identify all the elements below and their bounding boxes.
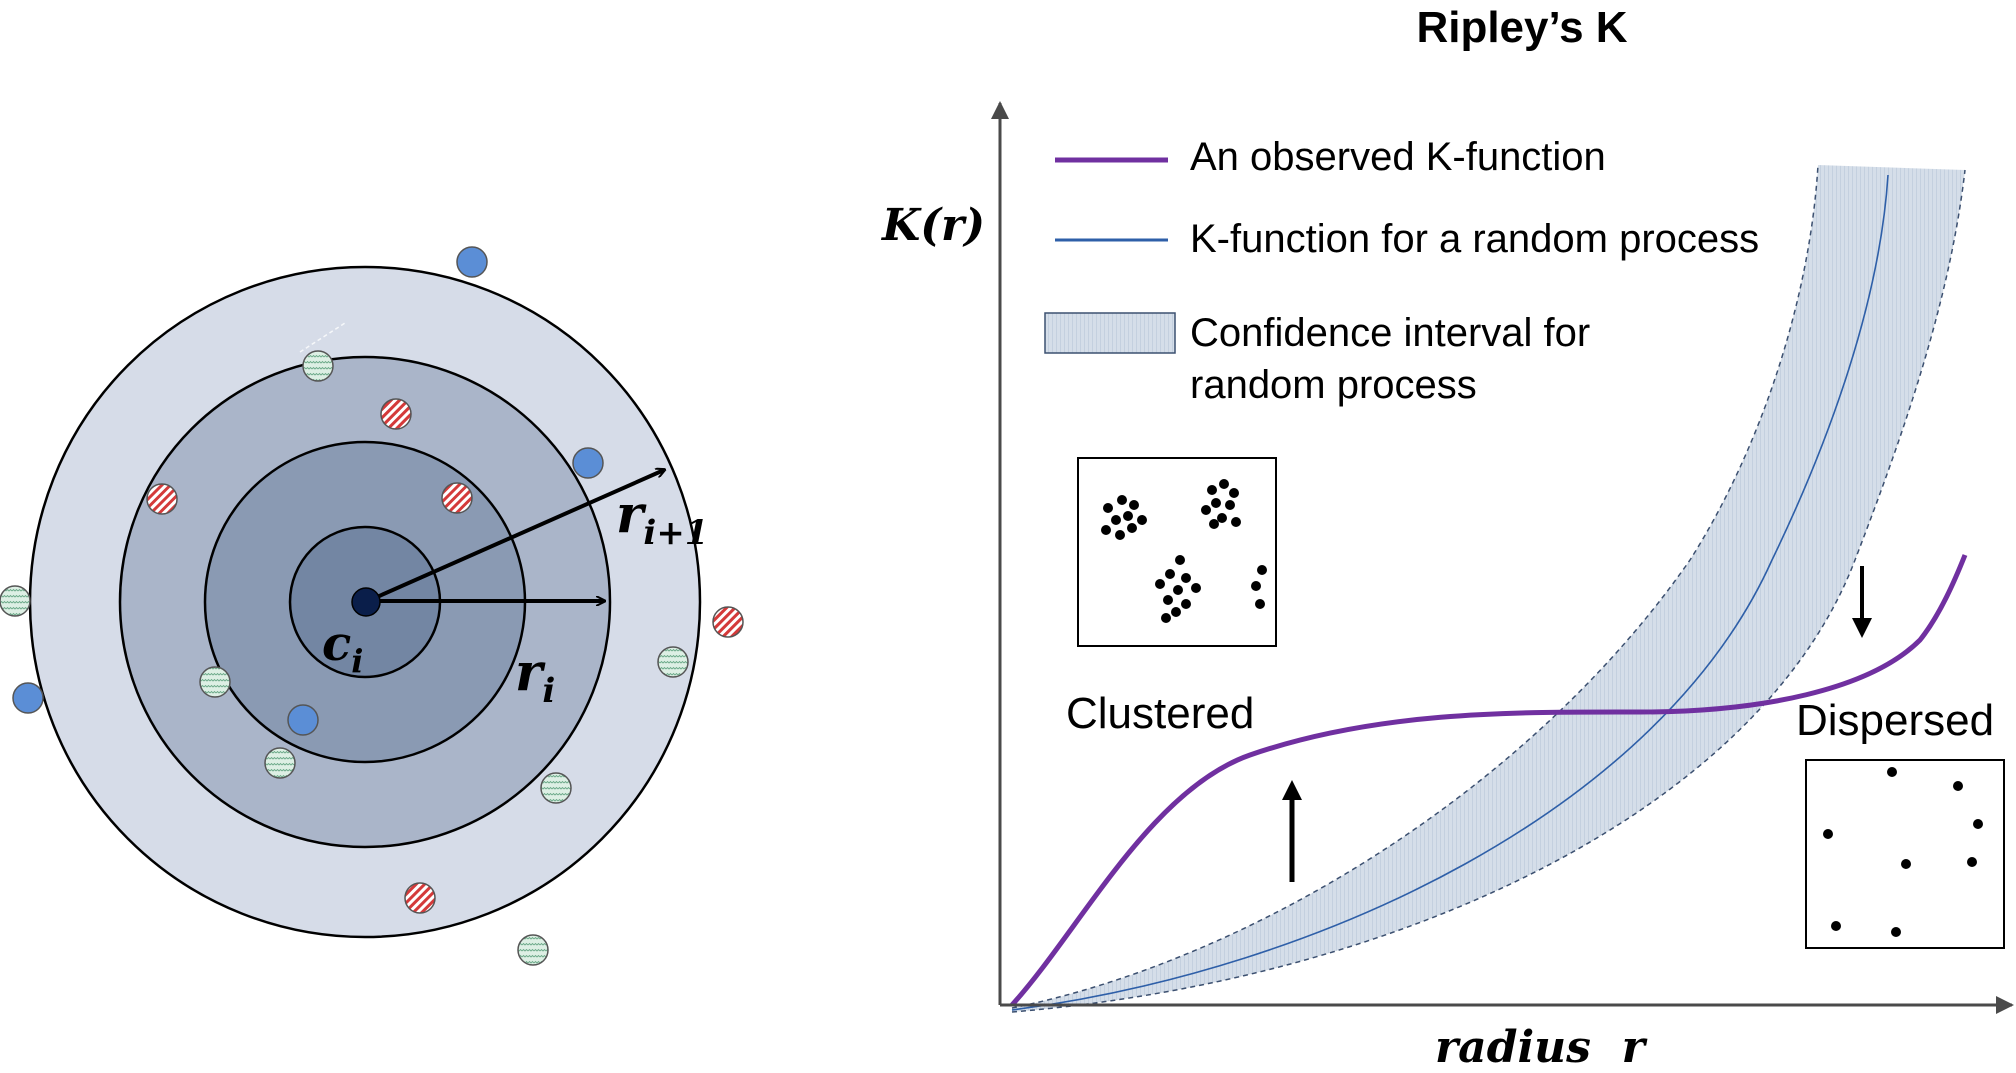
y-axis-label: K(r) [880, 200, 985, 251]
legend-band-swatch [1044, 312, 1176, 354]
band-upper-edge [1011, 164, 1819, 1009]
point-green [302, 350, 334, 382]
point-green [199, 666, 231, 698]
clustered-label: Clustered [1066, 689, 1254, 738]
point-red [404, 882, 436, 914]
point-green [517, 934, 549, 966]
point-blue [12, 682, 44, 714]
clustered-box [1077, 457, 1277, 647]
legend-observed-label: An observed K-function [1190, 135, 1606, 179]
point-red [380, 398, 412, 430]
outer-radius-subscript: i+1 [643, 513, 708, 553]
dispersed-label: Dispersed [1796, 696, 1994, 745]
radius-label-r-i-plus-1: ri+1 [616, 484, 708, 553]
point-blue [456, 246, 488, 278]
legend-band-label-line2: random process [1190, 363, 1477, 407]
x-axis-label: radius r [1435, 1022, 1648, 1073]
center-subscript: i [351, 642, 363, 680]
ring-diagram: ci ri ri+1 [0, 246, 744, 966]
center-point [351, 587, 381, 617]
faint-mark [299, 322, 346, 353]
point-green [0, 585, 31, 617]
point-green [264, 747, 296, 779]
legend-random-label: K-function for a random process [1190, 217, 1759, 261]
ripley-chart: Ripley’s K K(r) radius r An observed K-f… [880, 3, 2014, 1073]
dispersed-dots [1823, 767, 1983, 937]
point-green [657, 646, 689, 678]
radius-subscript: i [542, 671, 555, 711]
legend: An observed K-function K-function for a … [1044, 135, 1759, 407]
legend-band-label-line1: Confidence interval for [1190, 311, 1590, 355]
random-k-function-line [1011, 174, 1889, 1011]
center-label: ci [322, 616, 363, 680]
point-green [540, 772, 572, 804]
radius-label-r-i: ri [515, 642, 555, 711]
point-red [146, 483, 178, 515]
point-red [712, 606, 744, 638]
point-set [0, 246, 744, 966]
chart-title: Ripley’s K [1416, 3, 1627, 52]
point-blue [287, 704, 319, 736]
confidence-band [1012, 165, 1965, 1012]
point-red [441, 482, 473, 514]
clustered-inset: Clustered [1066, 457, 1302, 882]
clustered-dots [1101, 479, 1267, 623]
observed-k-function-line [1010, 554, 1968, 1007]
point-blue [572, 447, 604, 479]
radius-arrow-r-i-plus-1 [367, 470, 664, 603]
dispersed-inset: Dispersed [1796, 566, 2005, 949]
dispersed-box [1805, 759, 2005, 949]
band-lower-edge [1011, 169, 1966, 1013]
